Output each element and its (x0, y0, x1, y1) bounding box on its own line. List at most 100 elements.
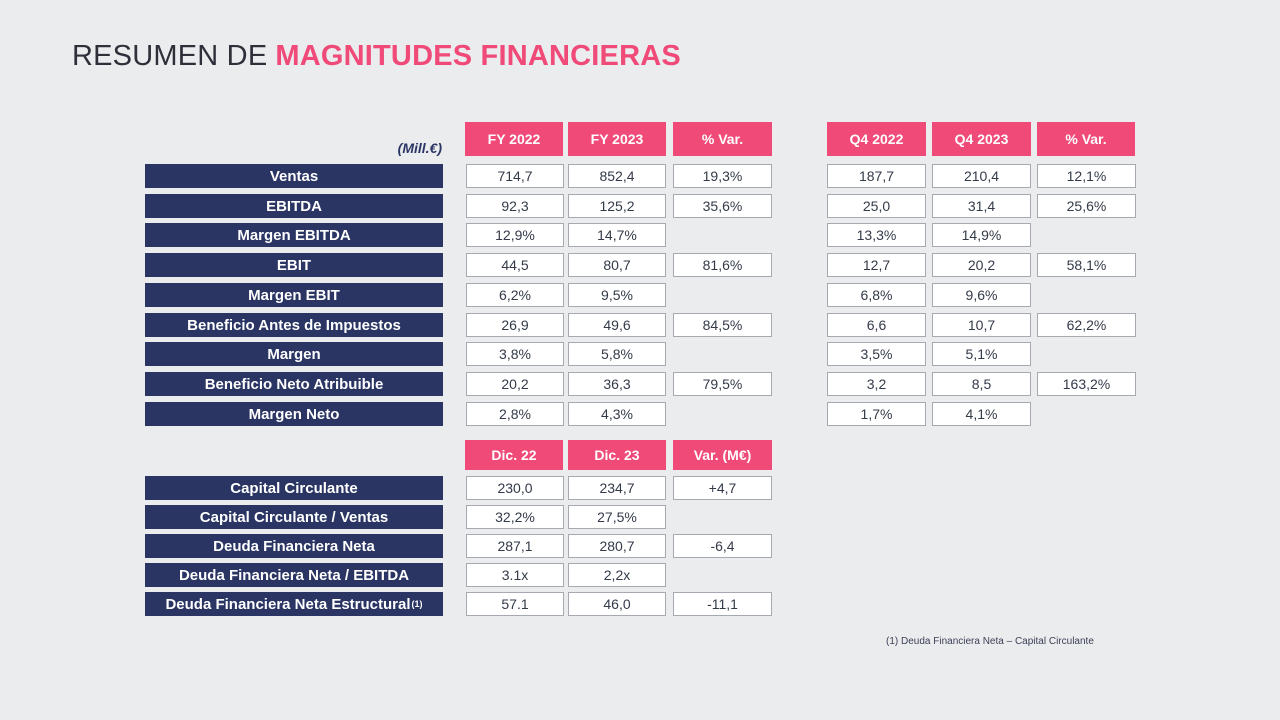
top-value-cell: 44,5 (466, 253, 564, 277)
top-row-label: Margen EBIT (145, 283, 443, 307)
top-row-label-text: Margen EBIT (248, 286, 340, 304)
top-value-cell: 5,1% (932, 342, 1031, 366)
bottom-row-label: Capital Circulante (145, 476, 443, 500)
top-row-label-text: Ventas (269, 167, 319, 185)
top-value-cell: 62,2% (1037, 313, 1136, 337)
bottom-value-cell: 46,0 (568, 592, 666, 616)
top-value-cell: 8,5 (932, 372, 1031, 396)
top-value-cell: 20,2 (466, 372, 564, 396)
top-value-cell: 5,8% (568, 342, 666, 366)
top-value-cell: 714,7 (466, 164, 564, 188)
header-fy-var: % Var. (673, 122, 772, 156)
bottom-row-label-text: Capital Circulante / Ventas (199, 508, 389, 526)
top-value-cell: 58,1% (1037, 253, 1136, 277)
top-value-cell: 3,2 (827, 372, 926, 396)
top-row-label: Margen Neto (145, 402, 443, 426)
top-row-label-text: Margen EBITDA (237, 226, 351, 244)
header-dic23: Dic. 23 (568, 440, 666, 470)
bottom-value-cell: 3.1x (466, 563, 564, 587)
page-title: RESUMEN DE MAGNITUDES FINANCIERAS (72, 40, 681, 73)
top-value-cell: 9,6% (932, 283, 1031, 307)
bottom-value-cell: 57.1 (466, 592, 564, 616)
header-q4-2023: Q4 2023 (932, 122, 1031, 156)
bottom-value-cell: 2,2x (568, 563, 666, 587)
top-value-cell: 2,8% (466, 402, 564, 426)
top-value-cell: 3,5% (827, 342, 926, 366)
header-var-meur: Var. (M€) (673, 440, 772, 470)
top-value-cell: 79,5% (673, 372, 772, 396)
top-value-cell: 163,2% (1037, 372, 1136, 396)
top-value-cell: 31,4 (932, 194, 1031, 218)
top-value-cell: 13,3% (827, 223, 926, 247)
top-value-cell: 4,3% (568, 402, 666, 426)
bottom-value-cell: 27,5% (568, 505, 666, 529)
bottom-row-label: Capital Circulante / Ventas (145, 505, 443, 529)
top-row-label-text: EBITDA (266, 197, 322, 215)
footnote: (1) Deuda Financiera Neta – Capital Circ… (886, 636, 1094, 647)
header-fy2022: FY 2022 (465, 122, 563, 156)
top-value-cell: 26,9 (466, 313, 564, 337)
top-row-label-text: Margen (267, 345, 321, 363)
top-value-cell: 6,2% (466, 283, 564, 307)
top-row-label: Ventas (145, 164, 443, 188)
top-value-cell: 49,6 (568, 313, 666, 337)
header-q4-2022: Q4 2022 (827, 122, 926, 156)
top-row-label-text: EBIT (276, 256, 312, 274)
header-q4-var: % Var. (1037, 122, 1135, 156)
bottom-row-label: Deuda Financiera Neta / EBITDA (145, 563, 443, 587)
bottom-row-label: Deuda Financiera Neta Estructural (1) (145, 592, 443, 616)
top-value-cell: 1,7% (827, 402, 926, 426)
bottom-value-cell: 230,0 (466, 476, 564, 500)
header-fy2023: FY 2023 (568, 122, 666, 156)
bottom-row-label-text: Deuda Financiera Neta Estructural (165, 595, 411, 613)
bottom-value-cell: 234,7 (568, 476, 666, 500)
top-value-cell: 81,6% (673, 253, 772, 277)
bottom-row-label-text: Capital Circulante (230, 479, 358, 497)
top-value-cell: 36,3 (568, 372, 666, 396)
top-value-cell: 92,3 (466, 194, 564, 218)
top-row-label: EBITDA (145, 194, 443, 218)
top-value-cell: 10,7 (932, 313, 1031, 337)
top-value-cell: 3,8% (466, 342, 564, 366)
page-title-part1: RESUMEN DE (72, 40, 268, 72)
top-value-cell: 12,1% (1037, 164, 1136, 188)
top-row-label-text: Beneficio Neto Atribuible (204, 375, 384, 393)
page-title-part2: MAGNITUDES FINANCIERAS (275, 40, 681, 72)
bottom-value-cell: -11,1 (673, 592, 772, 616)
top-value-cell: 187,7 (827, 164, 926, 188)
top-row-label-text: Margen Neto (248, 405, 340, 423)
top-value-cell: 14,7% (568, 223, 666, 247)
top-row-label: Beneficio Neto Atribuible (145, 372, 443, 396)
top-row-label: Margen EBITDA (145, 223, 443, 247)
bottom-value-cell: 32,2% (466, 505, 564, 529)
top-value-cell: 125,2 (568, 194, 666, 218)
bottom-value-cell: +4,7 (673, 476, 772, 500)
top-value-cell: 80,7 (568, 253, 666, 277)
bottom-value-cell: 287,1 (466, 534, 564, 558)
top-value-cell: 6,8% (827, 283, 926, 307)
top-row-label: EBIT (145, 253, 443, 277)
top-value-cell: 6,6 (827, 313, 926, 337)
top-row-label: Margen (145, 342, 443, 366)
units-label: (Mill.€) (397, 140, 442, 156)
bottom-row-label-text: Deuda Financiera Neta / EBITDA (178, 566, 410, 584)
top-value-cell: 4,1% (932, 402, 1031, 426)
top-value-cell: 9,5% (568, 283, 666, 307)
bottom-row-label: Deuda Financiera Neta (145, 534, 443, 558)
top-row-label-text: Beneficio Antes de Impuestos (187, 316, 401, 334)
top-value-cell: 210,4 (932, 164, 1031, 188)
top-value-cell: 19,3% (673, 164, 772, 188)
footnote-marker: (1) (411, 599, 423, 609)
bottom-value-cell: 280,7 (568, 534, 666, 558)
top-value-cell: 852,4 (568, 164, 666, 188)
top-value-cell: 25,6% (1037, 194, 1136, 218)
top-value-cell: 14,9% (932, 223, 1031, 247)
top-value-cell: 12,7 (827, 253, 926, 277)
bottom-value-cell: -6,4 (673, 534, 772, 558)
header-dic22: Dic. 22 (465, 440, 563, 470)
top-value-cell: 84,5% (673, 313, 772, 337)
bottom-row-label-text: Deuda Financiera Neta (213, 537, 375, 555)
top-value-cell: 20,2 (932, 253, 1031, 277)
top-row-label: Beneficio Antes de Impuestos (145, 313, 443, 337)
top-value-cell: 35,6% (673, 194, 772, 218)
